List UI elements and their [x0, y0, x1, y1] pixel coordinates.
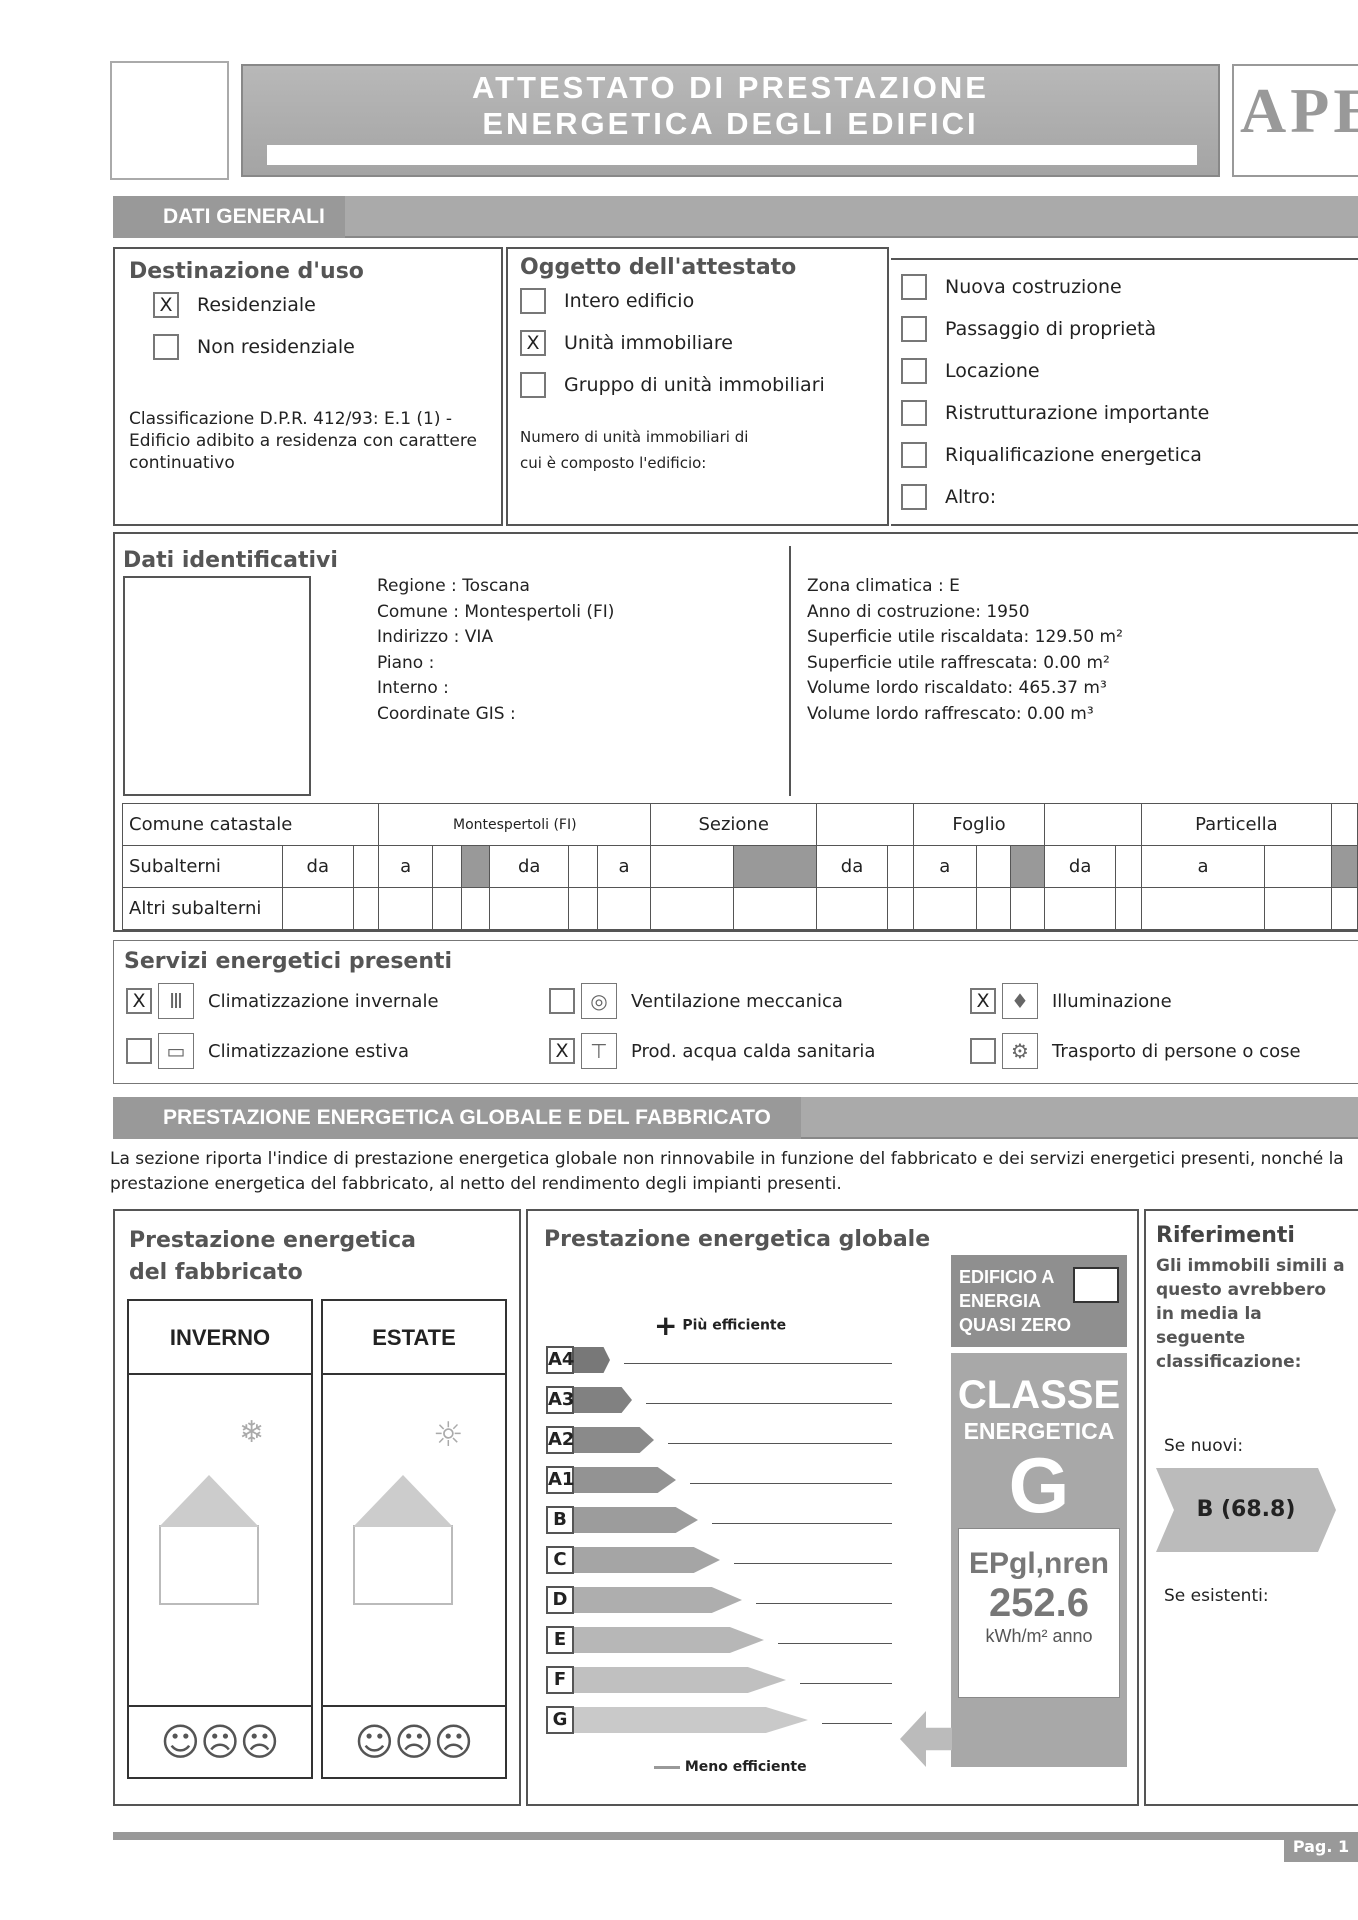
house-snow-icon: ❄ — [129, 1375, 311, 1705]
section-dati-generali: DATI GENERALI — [113, 196, 1358, 238]
faucet-icon: ⊤ — [581, 1033, 617, 1069]
checkbox-clima-invernale[interactable]: X — [126, 988, 152, 1014]
classe-box: CLASSE ENERGETICA G EPgl,nren 252.6 kWh/… — [951, 1353, 1127, 1767]
class-line — [646, 1403, 892, 1404]
checkbox-trasporto[interactable] — [970, 1038, 996, 1064]
class-line — [778, 1643, 892, 1644]
class-arrow — [574, 1507, 698, 1533]
class-line — [668, 1443, 892, 1444]
catasto-table: Comune catastale Montespertoli (FI) Sezion… — [121, 803, 1358, 930]
page-number: Pag. 1 — [1284, 1832, 1358, 1862]
energy-class-a3: A3 — [546, 1385, 892, 1415]
class-arrow — [574, 1667, 786, 1693]
checkbox-riqualificazione[interactable] — [901, 442, 927, 468]
class-arrow — [574, 1427, 654, 1453]
nzeb-box: EDIFICIO A ENERGIA QUASI ZERO — [951, 1255, 1127, 1347]
class-label: A4 — [546, 1346, 574, 1374]
checkbox-ristrutturazione[interactable] — [901, 400, 927, 426]
title-banner: ATTESTATO DI PRESTAZIONE ENERGETICA DEGL… — [241, 64, 1220, 177]
checkbox-ventilazione[interactable] — [549, 988, 575, 1014]
radiator-icon: Ⅲ — [158, 983, 194, 1019]
class-label: E — [546, 1626, 574, 1654]
title-line2: ENERGETICA DEGLI EDIFICI — [482, 106, 979, 141]
class-label: F — [546, 1666, 574, 1694]
inverno-card: INVERNO ❄ ☺☹☹ — [127, 1299, 313, 1779]
oggetto-box: Oggetto dell'attestato Intero edificio X… — [506, 247, 889, 526]
class-line — [712, 1523, 892, 1524]
building-photo — [123, 576, 311, 796]
class-arrow — [574, 1707, 808, 1733]
photo-box — [110, 61, 229, 180]
energy-class-d: D — [546, 1585, 892, 1615]
building-data-list: Zona climatica : E Anno di costruzione: 1… — [807, 576, 1123, 724]
energy-class-c: C — [546, 1545, 892, 1575]
class-arrow — [574, 1547, 720, 1573]
energy-class-g: G — [546, 1705, 892, 1735]
energy-class-e: E — [546, 1625, 892, 1655]
class-line — [800, 1683, 892, 1684]
class-line — [734, 1563, 892, 1564]
reference-class-arrow: B (68.8) — [1156, 1468, 1336, 1552]
checkbox-nuova-costruzione[interactable] — [901, 274, 927, 300]
footer-band — [113, 1832, 1358, 1840]
energy-class-b: B — [546, 1505, 892, 1535]
checkbox-locazione[interactable] — [901, 358, 927, 384]
lamp-icon: ♦ — [1002, 983, 1038, 1019]
motivo-box: Nuova costruzione Passaggio di proprietà… — [891, 258, 1358, 526]
class-label: C — [546, 1546, 574, 1574]
fan-icon: ◎ — [581, 983, 617, 1019]
checkbox-unita-immobiliare[interactable]: X — [520, 330, 546, 356]
destinazione-box: Destinazione d'uso X Residenziale Non res… — [113, 247, 503, 526]
class-arrow — [574, 1467, 676, 1493]
checkbox-altro[interactable] — [901, 484, 927, 510]
energy-class-a1: A1 — [546, 1465, 892, 1495]
checkbox-residenziale[interactable]: X — [153, 292, 179, 318]
class-arrow — [574, 1627, 764, 1653]
globale-panel: Prestazione energetica globale + Più eff… — [526, 1209, 1139, 1806]
estate-card: ESTATE ☼ ☺☹☹ — [321, 1299, 507, 1779]
checkbox-passaggio-proprieta[interactable] — [901, 316, 927, 342]
checkbox-non-residenziale[interactable] — [153, 334, 179, 360]
class-label: B — [546, 1506, 574, 1534]
energy-class: G — [1008, 1441, 1070, 1529]
class-arrow — [574, 1587, 742, 1613]
nzeb-checkbox[interactable] — [1073, 1267, 1119, 1303]
rating-faces: ☺☹☹ — [323, 1705, 505, 1777]
checkbox-illuminazione[interactable]: X — [970, 988, 996, 1014]
fabbricato-panel: Prestazione energetica del fabbricato IN… — [113, 1209, 521, 1806]
dati-identificativi-box: Dati identificativi Regione : Toscana Com… — [113, 532, 1358, 932]
gear-icon: ⚙ — [1002, 1033, 1038, 1069]
class-label: G — [546, 1706, 574, 1734]
epgl-value: 252.6 — [988, 1581, 1090, 1625]
class-line — [690, 1483, 892, 1484]
class-label: A3 — [546, 1386, 574, 1414]
class-line — [756, 1603, 892, 1604]
class-label: A1 — [546, 1466, 574, 1494]
rating-faces: ☺☹☹ — [129, 1705, 311, 1777]
title-line1: ATTESTATO DI PRESTAZIONE — [472, 70, 989, 105]
checkbox-acqua-calda[interactable]: X — [549, 1038, 575, 1064]
energy-class-a2: A2 — [546, 1425, 892, 1455]
class-arrow — [574, 1347, 610, 1373]
ape-logo: APE2015 — [1232, 64, 1358, 177]
house-sun-icon: ☼ — [323, 1375, 505, 1705]
energy-class-a4: A4 — [546, 1345, 892, 1375]
class-label: D — [546, 1586, 574, 1614]
energy-class-f: F — [546, 1665, 892, 1695]
air-conditioner-icon: ▭ — [158, 1033, 194, 1069]
prestazione-description: La sezione riporta l'indice di prestazio… — [110, 1149, 1344, 1194]
class-line — [822, 1723, 892, 1724]
location-list: Regione : Toscana Comune : Montespertoli … — [377, 576, 615, 724]
classificazione: Classificazione D.P.R. 412/93: E.1 (1) -… — [129, 409, 477, 473]
riferimenti-panel: Riferimenti Gli immobili simili a questo… — [1144, 1209, 1358, 1806]
checkbox-clima-estiva[interactable] — [126, 1038, 152, 1064]
class-arrow — [574, 1387, 632, 1413]
class-pointer-arrow — [900, 1711, 952, 1767]
servizi-box: Servizi energetici presenti X Ⅲ Climatizza… — [113, 940, 1358, 1084]
checkbox-intero-edificio[interactable] — [520, 288, 546, 314]
class-label: A2 — [546, 1426, 574, 1454]
section-prestazione: PRESTAZIONE ENERGETICA GLOBALE E DEL FAB… — [113, 1097, 1358, 1139]
class-line — [624, 1363, 892, 1364]
checkbox-gruppo-unita[interactable] — [520, 372, 546, 398]
